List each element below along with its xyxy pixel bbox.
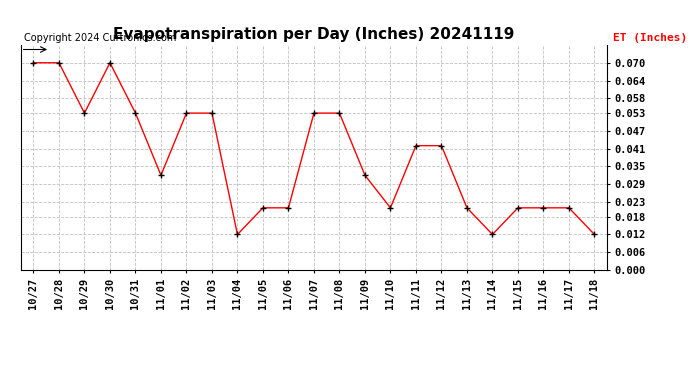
Text: ET (Inches): ET (Inches): [613, 33, 687, 43]
Text: Copyright 2024 Curtronics.com: Copyright 2024 Curtronics.com: [23, 33, 176, 43]
Title: Evapotranspiration per Day (Inches) 20241119: Evapotranspiration per Day (Inches) 2024…: [113, 27, 515, 42]
